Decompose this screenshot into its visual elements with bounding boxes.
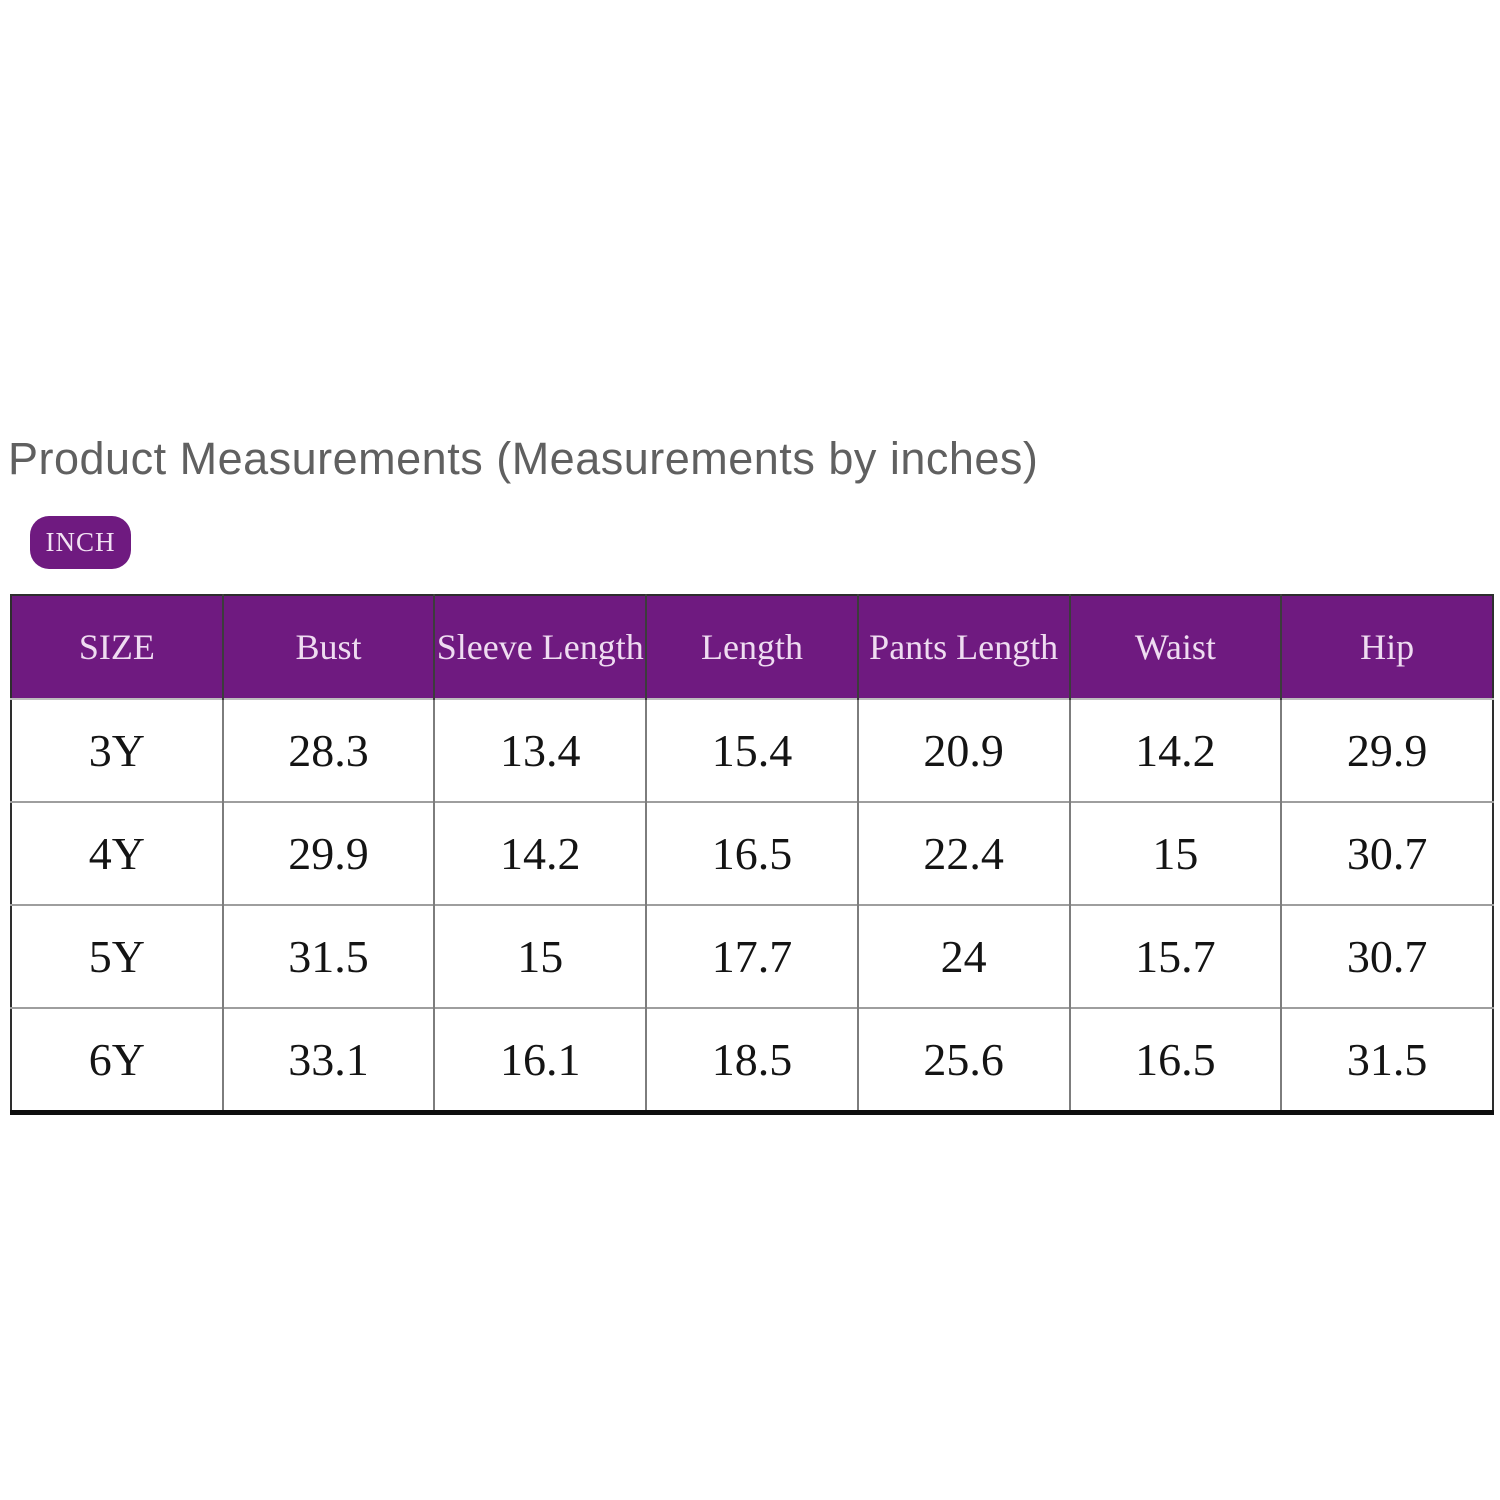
measurement-cell: 29.9 <box>221 801 435 905</box>
size-cell: 3Y <box>11 698 223 802</box>
measurement-cell: 29.9 <box>1280 698 1493 802</box>
measurement-cell: 30.7 <box>1280 904 1493 1008</box>
measurement-cell: 18.5 <box>645 1007 858 1113</box>
measurement-cell: 15 <box>433 904 647 1008</box>
measurements-table: SIZE Bust Sleeve Length Length Pants Length W… <box>10 594 1494 1115</box>
measurement-cell: 31.5 <box>1280 1007 1493 1113</box>
column-header-length: Length <box>645 595 858 699</box>
table-row: 4Y 29.9 14.2 16.5 22.4 15 30.7 <box>11 801 1493 905</box>
measurement-cell: 30.7 <box>1280 801 1493 905</box>
size-cell: 4Y <box>11 801 223 905</box>
column-header-sleeve-length: Sleeve Length <box>433 595 647 699</box>
table-row: 5Y 31.5 15 17.7 24 15.7 30.7 <box>11 904 1493 1008</box>
measurement-cell: 13.4 <box>433 698 647 802</box>
measurement-cell: 15.4 <box>645 698 858 802</box>
measurement-cell: 16.1 <box>433 1007 647 1113</box>
unit-toggle-inch-button[interactable]: INCH <box>30 516 131 569</box>
column-header-bust: Bust <box>221 595 435 699</box>
measurement-cell: 31.5 <box>221 904 435 1008</box>
measurement-cell: 16.5 <box>1068 1007 1282 1113</box>
column-header-hip: Hip <box>1280 595 1493 699</box>
table-body: 3Y 28.3 13.4 15.4 20.9 14.2 29.9 4Y 29.9 14.2 16.5… <box>11 698 1493 1113</box>
column-header-waist: Waist <box>1068 595 1282 699</box>
size-cell: 5Y <box>11 904 223 1008</box>
table-header: SIZE Bust Sleeve Length Length Pants Length W… <box>11 595 1493 699</box>
page-title: Product Measurements (Measurements by in… <box>8 433 1039 484</box>
measurement-cell: 20.9 <box>856 698 1070 802</box>
column-header-pants-length: Pants Length <box>856 595 1070 699</box>
table-row: 6Y 33.1 16.1 18.5 25.6 16.5 31.5 <box>11 1007 1493 1113</box>
table-row: 3Y 28.3 13.4 15.4 20.9 14.2 29.9 <box>11 698 1493 802</box>
column-header-size: SIZE <box>11 595 223 699</box>
size-cell: 6Y <box>11 1007 223 1113</box>
measurement-cell: 14.2 <box>433 801 647 905</box>
measurement-cell: 28.3 <box>221 698 435 802</box>
measurement-cell: 15 <box>1068 801 1282 905</box>
measurement-cell: 24 <box>856 904 1070 1008</box>
measurement-cell: 22.4 <box>856 801 1070 905</box>
measurement-cell: 15.7 <box>1068 904 1282 1008</box>
header-row: SIZE Bust Sleeve Length Length Pants Length W… <box>11 595 1493 699</box>
measurement-cell: 14.2 <box>1068 698 1282 802</box>
measurement-cell: 33.1 <box>221 1007 435 1113</box>
measurement-cell: 25.6 <box>856 1007 1070 1113</box>
measurement-cell: 17.7 <box>645 904 858 1008</box>
measurement-cell: 16.5 <box>645 801 858 905</box>
